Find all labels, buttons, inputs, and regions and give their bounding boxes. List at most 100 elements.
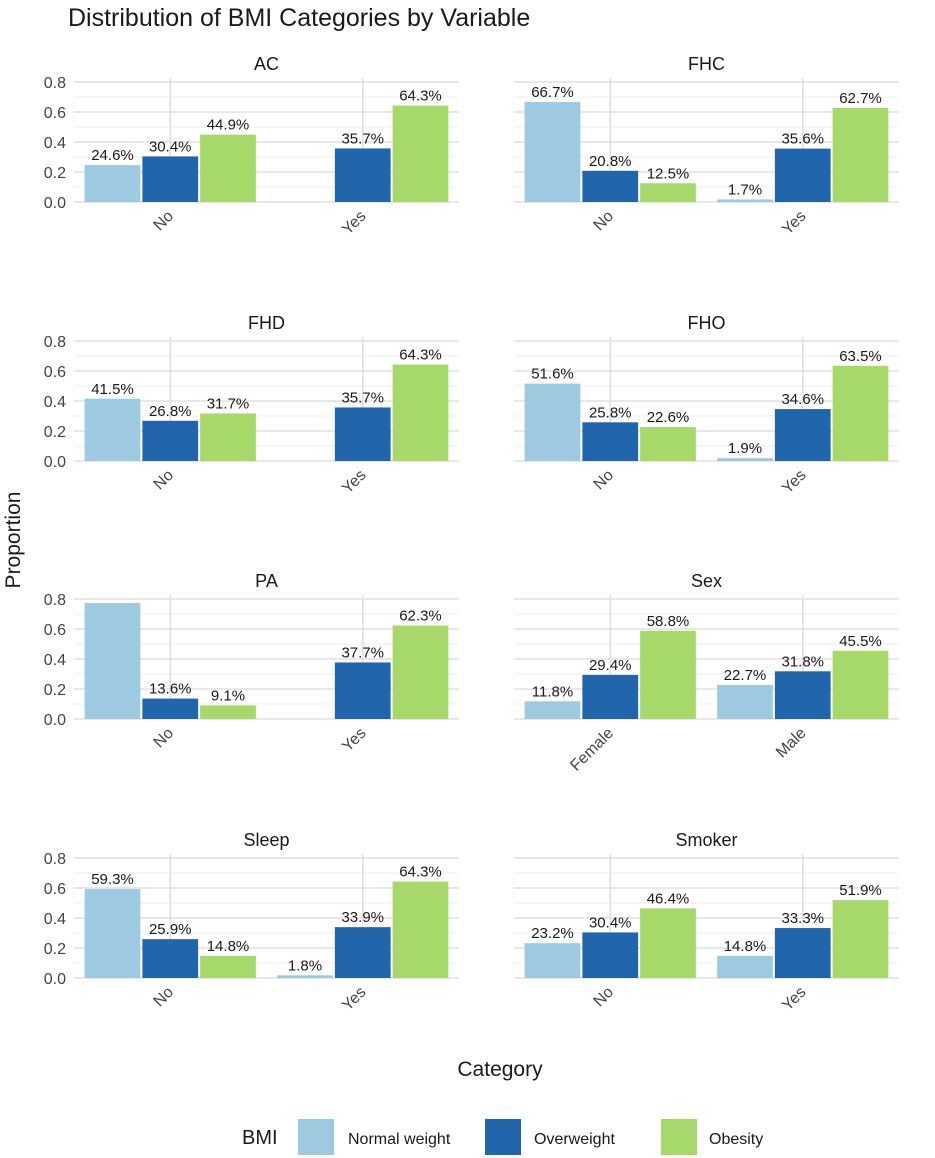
bar-value-label: 33.3% (781, 910, 824, 927)
bar-value-label: 51.9% (839, 882, 882, 899)
bar-normal-weight (84, 889, 141, 978)
bar-value-label: 64.3% (399, 88, 442, 105)
bar-value-label: 29.4% (589, 657, 632, 674)
bar-obesity (640, 908, 696, 978)
bar-overweight (334, 148, 391, 202)
y-tick-label: 0.4 (44, 652, 66, 669)
bar-obesity (832, 900, 889, 978)
bar-value-label: 64.3% (399, 864, 442, 881)
y-tick-label: 0.0 (44, 454, 66, 471)
facet-panel-smoker: Smoker 23.2% 30.4% 46.4% No 14.8% 33.3% 51.9% Ye… (514, 830, 899, 1014)
legend-title: BMI (242, 1127, 278, 1149)
bar-value-label: 31.7% (207, 395, 250, 412)
chart-title: Distribution of BMI Categories by Variab… (68, 4, 530, 32)
y-tick-label: 0.4 (44, 911, 66, 928)
x-tick-label: No (151, 725, 178, 752)
x-tick-label: Yes (339, 725, 369, 755)
legend-swatch-normal-weight (298, 1119, 334, 1155)
bar-value-label: 51.6% (531, 366, 574, 383)
bar-overweight (582, 422, 639, 461)
bar-obesity (392, 364, 449, 461)
x-tick-label: Yes (779, 984, 809, 1014)
bar-normal-weight (524, 943, 581, 978)
bar-value-label: 34.6% (781, 391, 824, 408)
y-tick-label: 0.6 (44, 105, 66, 122)
y-tick-label: 0.2 (44, 941, 66, 958)
facet-panel-sleep: 0.0 0.2 0.4 0.6 0.8 Sleep 59.3% 25.9% 14.8% No 1.8… (44, 830, 459, 1014)
y-tick-label: 0.8 (44, 334, 66, 351)
y-tick-label: 0.8 (44, 851, 66, 868)
y-tick-label: 0.2 (44, 424, 66, 441)
legend-label: Obesity (709, 1131, 763, 1148)
bar-value-label: 33.9% (341, 909, 384, 926)
x-tick-label: No (151, 984, 178, 1011)
bar-obesity (832, 107, 889, 202)
bar-value-label: 11.8% (532, 683, 573, 700)
x-tick-label: Yes (339, 984, 369, 1014)
bar-value-label: 64.3% (399, 347, 442, 364)
bar-normal-weight (84, 398, 141, 461)
bar-overweight (334, 927, 391, 978)
bar-normal-weight (524, 701, 581, 719)
x-tick-label: No (151, 467, 178, 494)
bar-normal-weight (524, 383, 581, 461)
bar-value-label: 45.5% (839, 633, 882, 650)
bar-overweight (582, 170, 639, 202)
facet-title: FHC (688, 54, 725, 74)
legend: BMI Normal weight Overweight Obesity (242, 1119, 763, 1155)
bar-value-label: 14.8% (207, 938, 250, 955)
bar-obesity (200, 705, 256, 719)
bar-overweight (774, 148, 831, 202)
bar-obesity (200, 413, 256, 461)
bar-value-label: 30.4% (149, 138, 192, 155)
x-tick-label: No (591, 984, 618, 1011)
bar-normal-weight (717, 199, 773, 202)
y-tick-label: 0.0 (44, 971, 66, 988)
x-tick-label: No (591, 467, 618, 494)
y-tick-label: 0.6 (44, 364, 66, 381)
bar-value-label: 24.6% (91, 147, 134, 164)
bar-obesity (640, 427, 696, 461)
bar-value-label: 1.7% (728, 181, 762, 198)
x-axis-title: Category (457, 1058, 543, 1081)
bar-value-label: 12.5% (647, 165, 690, 182)
bar-value-label: 14.8% (724, 938, 767, 955)
bar-obesity (640, 630, 696, 719)
x-tick-label: Yes (779, 208, 809, 238)
y-tick-label: 0.0 (44, 712, 66, 729)
bar-overweight (774, 409, 831, 461)
bar-overweight (334, 407, 391, 461)
bar-normal-weight (84, 603, 141, 719)
bar-value-label: 23.2% (531, 925, 574, 942)
bar-value-label: 30.4% (589, 914, 632, 931)
bar-overweight (582, 932, 639, 978)
bar-value-label: 44.9% (207, 117, 250, 134)
bar-obesity (200, 134, 256, 202)
bar-overweight (142, 698, 199, 719)
facet-title: FHD (248, 313, 285, 333)
bar-overweight (142, 156, 199, 202)
bar-value-label: 22.6% (647, 409, 690, 426)
x-tick-label: Female (567, 725, 617, 775)
bar-value-label: 20.8% (589, 153, 632, 170)
legend-label: Normal weight (348, 1131, 451, 1148)
bar-value-label: 25.9% (149, 921, 192, 938)
y-tick-label: 0.0 (44, 195, 66, 212)
bar-value-label: 35.6% (781, 131, 824, 148)
bar-value-label: 35.7% (341, 389, 384, 406)
bar-value-label: 37.7% (341, 644, 384, 661)
bar-overweight (774, 928, 831, 978)
facet-title: AC (254, 54, 279, 74)
bar-value-label: 63.5% (839, 348, 882, 365)
legend-swatch-obesity (661, 1119, 697, 1155)
bar-normal-weight (524, 101, 581, 202)
bar-value-label: 46.4% (647, 890, 690, 907)
bar-value-label: 1.9% (728, 440, 762, 457)
facet-panel-fhd: 0.0 0.2 0.4 0.6 0.8 FHD 41.5% 26.8% 31.7% No 35.7%… (44, 313, 459, 497)
bar-normal-weight (84, 165, 141, 202)
bar-value-label: 22.7% (724, 667, 767, 684)
x-tick-label: Yes (779, 467, 809, 497)
facet-title: Sleep (243, 830, 289, 850)
y-tick-label: 0.2 (44, 165, 66, 182)
